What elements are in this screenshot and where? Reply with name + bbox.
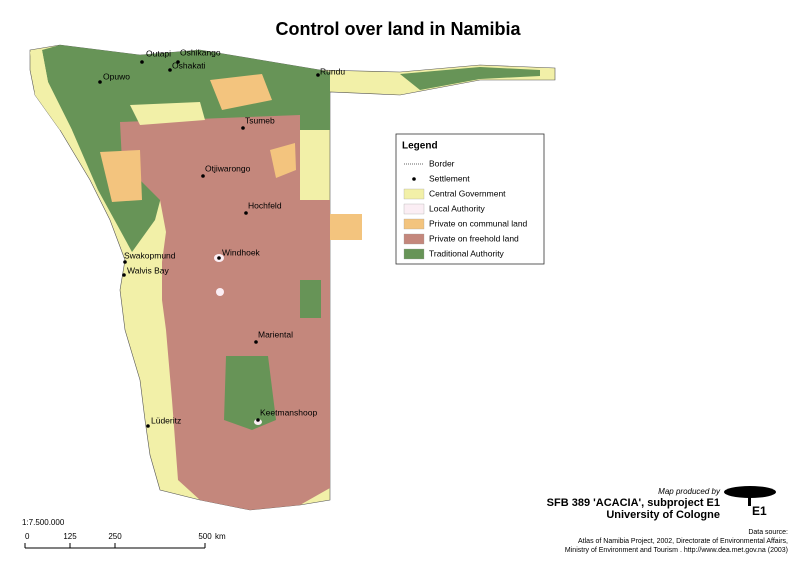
legend-label: Central Government bbox=[429, 188, 506, 198]
scale-unit: km bbox=[215, 532, 226, 541]
scale-tick-label: 0 bbox=[25, 532, 30, 541]
settlement-label: Otjiwarongo bbox=[205, 163, 251, 173]
country bbox=[29, 44, 556, 511]
legend-dot bbox=[412, 177, 416, 181]
local-authority-area bbox=[216, 288, 224, 296]
traditional-area bbox=[300, 280, 321, 318]
source-line: Ministry of Environment and Tourism . ht… bbox=[565, 547, 788, 554]
settlement-dot bbox=[254, 340, 258, 344]
settlement-label: Tsumeb bbox=[245, 115, 275, 125]
legend-title: Legend bbox=[402, 141, 438, 152]
settlement-label: Windhoek bbox=[222, 247, 261, 257]
scale-tick-label: 250 bbox=[108, 532, 122, 541]
scale-ratio: 1:7.500.000 bbox=[22, 518, 65, 527]
credit-project: SFB 389 'ACACIA', subproject E1 bbox=[547, 497, 720, 509]
source-line: Atlas of Namibia Project, 2002, Director… bbox=[578, 538, 788, 545]
central-government-area bbox=[130, 102, 205, 125]
settlement-label: Walvis Bay bbox=[127, 265, 169, 275]
settlement-label: Oshikango bbox=[180, 47, 221, 57]
communal-private-area bbox=[270, 143, 296, 178]
legend-swatch bbox=[403, 218, 425, 230]
settlement-dot bbox=[201, 174, 205, 178]
legend-label: Private on communal land bbox=[429, 218, 528, 228]
legend-label: Border bbox=[429, 158, 455, 168]
settlement-label: Swakopmund bbox=[124, 250, 176, 260]
legend-swatch bbox=[403, 233, 425, 245]
settlement-label: Mariental bbox=[258, 329, 293, 339]
communal-private-area bbox=[100, 150, 142, 202]
settlement-dot bbox=[244, 211, 248, 215]
settlements: Outapi Oshikango Oshakati Opuwo Rundu Tsumeb O… bbox=[98, 47, 345, 428]
communal-private-area bbox=[210, 74, 272, 110]
settlement-dot bbox=[122, 273, 126, 277]
settlement-label: Rundu bbox=[320, 66, 345, 76]
settlement-dot bbox=[168, 68, 172, 72]
legend-label: Traditional Authority bbox=[429, 248, 505, 258]
settlement-dot bbox=[176, 60, 180, 64]
local-authority-area bbox=[254, 419, 262, 425]
settlement-dot bbox=[316, 73, 320, 77]
legend-swatch bbox=[403, 248, 425, 260]
source-line: Data source: bbox=[748, 529, 788, 536]
settlement-dot bbox=[256, 418, 260, 422]
settlement-label: Oshakati bbox=[172, 60, 206, 70]
traditional-area bbox=[224, 356, 276, 430]
settlement-dot bbox=[123, 260, 127, 264]
logo-tree bbox=[724, 486, 776, 506]
settlement-label: Outapi bbox=[146, 48, 171, 58]
central-government-area bbox=[30, 50, 72, 130]
settlement-dot bbox=[241, 126, 245, 130]
legend-swatch bbox=[403, 188, 425, 200]
freehold-area bbox=[120, 115, 330, 510]
legend-items: Border Settlement Central Government Local … bbox=[403, 158, 528, 260]
legend-label: Private on freehold land bbox=[429, 233, 519, 243]
scale-tick-label: 500 bbox=[198, 532, 212, 541]
settlement-label: Opuwo bbox=[103, 71, 130, 81]
scale-bar: 1:7.500.000 0 125 250 500 km bbox=[22, 518, 226, 549]
credit-university: University of Cologne bbox=[606, 509, 720, 521]
settlement-dot bbox=[217, 256, 221, 260]
settlement-dot bbox=[140, 60, 144, 64]
settlement-label: Keetmanshoop bbox=[260, 407, 317, 417]
traditional-area bbox=[400, 67, 540, 90]
settlement-label: Lüderitz bbox=[151, 415, 181, 425]
logo-text: E1 bbox=[752, 504, 767, 518]
settlement-dot bbox=[98, 80, 102, 84]
settlement-label: Hochfeld bbox=[248, 200, 282, 210]
legend-swatch bbox=[403, 203, 425, 215]
map-title: Control over land in Namibia bbox=[275, 19, 521, 39]
legend-label: Settlement bbox=[429, 173, 470, 183]
settlement-dot bbox=[146, 424, 150, 428]
legend: Legend Border Settlement Central Governmen… bbox=[395, 133, 545, 265]
legend-label: Local Authority bbox=[429, 203, 486, 213]
scale-tick-label: 125 bbox=[63, 532, 77, 541]
communal-private-area bbox=[330, 214, 362, 240]
credits: Map produced by SFB 389 'ACACIA', subpro… bbox=[547, 486, 788, 554]
credit-produced: Map produced by bbox=[658, 487, 721, 496]
